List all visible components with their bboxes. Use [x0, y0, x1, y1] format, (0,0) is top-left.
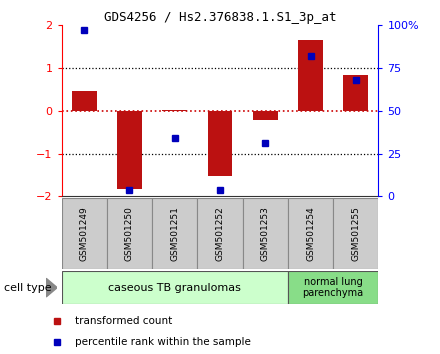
Text: GSM501249: GSM501249 [80, 206, 89, 261]
Text: GSM501254: GSM501254 [306, 206, 315, 261]
Text: normal lung
parenchyma: normal lung parenchyma [303, 277, 364, 298]
Text: GSM501251: GSM501251 [170, 206, 179, 261]
Text: GSM501252: GSM501252 [216, 206, 224, 261]
Bar [152, 198, 198, 269]
Text: caseous TB granulomas: caseous TB granulomas [108, 282, 241, 293]
Text: GSM501255: GSM501255 [351, 206, 360, 261]
Bar [72, 91, 97, 110]
Bar [253, 110, 278, 120]
Bar [343, 75, 368, 110]
Bar [208, 110, 232, 176]
Text: percentile rank within the sample: percentile rank within the sample [75, 337, 251, 347]
Title: GDS4256 / Hs2.376838.1.S1_3p_at: GDS4256 / Hs2.376838.1.S1_3p_at [104, 11, 336, 24]
Bar [62, 198, 107, 269]
Bar [242, 198, 288, 269]
Text: transformed count: transformed count [75, 316, 172, 326]
Text: GSM501253: GSM501253 [261, 206, 270, 261]
Bar [198, 198, 242, 269]
Bar [333, 198, 378, 269]
Bar [107, 198, 152, 269]
Polygon shape [46, 278, 57, 297]
Bar [288, 198, 333, 269]
Bar [117, 110, 142, 189]
Text: GSM501250: GSM501250 [125, 206, 134, 261]
Bar [62, 271, 288, 304]
Bar [298, 40, 323, 110]
Text: cell type: cell type [4, 282, 52, 293]
Bar [288, 271, 378, 304]
